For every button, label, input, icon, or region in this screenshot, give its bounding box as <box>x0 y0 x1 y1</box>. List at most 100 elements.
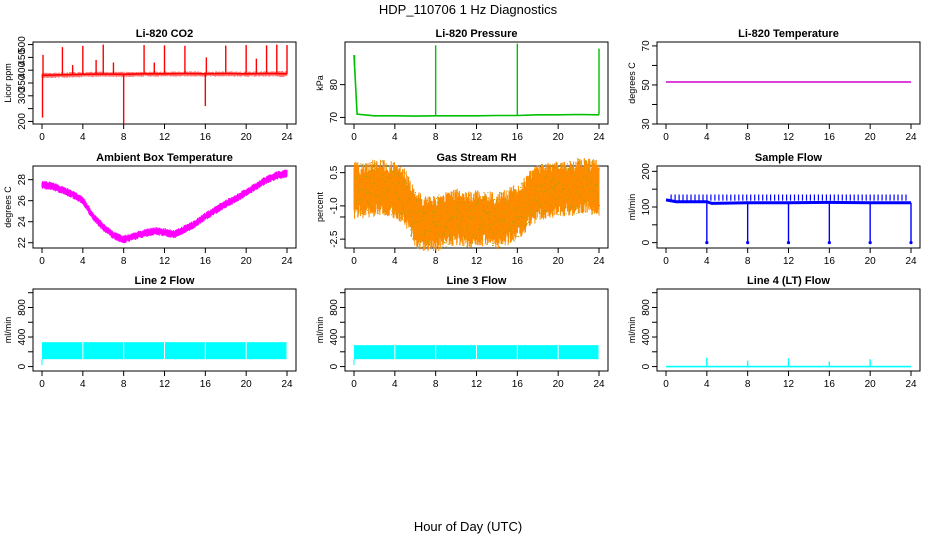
x-tick-label: 24 <box>593 379 605 390</box>
chart-panel-9: Line 4 (LT) Flow 0 4 8 12 16 20 24 0 400 800 ml/min <box>627 275 921 390</box>
spike-point <box>909 241 913 245</box>
panel-title: Line 2 Flow <box>135 275 195 287</box>
spike-point <box>705 241 709 245</box>
x-tick-label: 20 <box>553 132 565 143</box>
x-tick-label: 12 <box>783 379 795 390</box>
panel-title: Li-820 Temperature <box>738 28 839 40</box>
x-tick-label: 0 <box>351 379 357 390</box>
x-tick-label: 8 <box>433 132 439 143</box>
y-tick-label: 80 <box>329 79 340 91</box>
y-tick-label: 50 <box>641 79 652 91</box>
x-tick-label: 8 <box>745 379 751 390</box>
y-axis-label: degrees C <box>627 62 637 104</box>
y-axis-label: ml/min <box>627 194 637 221</box>
x-tick-label: 24 <box>281 256 293 267</box>
x-tick-label: 0 <box>39 379 45 390</box>
y-tick-label: 500 <box>17 36 28 53</box>
spike-point <box>786 241 791 245</box>
x-tick-label: 4 <box>80 379 86 390</box>
x-tick-label: 0 <box>39 256 45 267</box>
y-tick-label: 30 <box>641 118 652 130</box>
x-tick-label: 16 <box>200 132 212 143</box>
chart-panel-7: Line 2 Flow 0 4 8 12 16 20 24 0 400 800 ml/min <box>3 275 297 390</box>
series-noise-band <box>353 157 600 252</box>
series-noise-points <box>354 159 600 250</box>
x-tick-label: 20 <box>553 379 565 390</box>
series-upper-ticks <box>670 194 907 201</box>
x-tick-label: 4 <box>704 256 710 267</box>
panel-frame <box>32 165 297 249</box>
series-line-1 <box>665 198 911 205</box>
x-tick-label: 20 <box>865 132 877 143</box>
x-tick-label: 24 <box>905 256 917 267</box>
x-tick-label: 16 <box>512 379 524 390</box>
x-tick-label: 24 <box>281 132 293 143</box>
panel-title: Li-820 CO2 <box>136 28 193 40</box>
y-tick-label: 400 <box>17 328 28 345</box>
y-tick-label: 0 <box>17 363 28 369</box>
x-tick-label: 4 <box>704 379 710 390</box>
x-tick-label: 0 <box>663 379 669 390</box>
panel-title: Ambient Box Temperature <box>96 152 233 164</box>
chart-panel-3: Li-820 Temperature 0 4 8 12 16 20 24 30 50 70 degre… <box>627 28 921 143</box>
x-tick-label: 4 <box>80 256 86 267</box>
y-axis-label: ml/min <box>3 317 13 344</box>
x-tick-label: 8 <box>745 256 751 267</box>
chart-panel-2: Li-820 Pressure 0 4 8 12 16 20 24 70 80 kPa <box>315 28 609 143</box>
y-tick-label: 800 <box>329 299 340 316</box>
y-tick-label: 28 <box>17 174 28 186</box>
x-tick-label: 12 <box>471 256 483 267</box>
x-tick-label: 0 <box>39 132 45 143</box>
x-tick-label: 24 <box>593 132 605 143</box>
x-tick-label: 12 <box>159 256 171 267</box>
y-tick-label: 0 <box>329 363 340 369</box>
x-tick-label: 16 <box>824 256 836 267</box>
x-tick-label: 8 <box>121 132 127 143</box>
x-tick-label: 12 <box>471 379 483 390</box>
chart-panel-8: Line 3 Flow 0 4 8 12 16 20 24 0 400 800 ml/min <box>315 275 609 390</box>
figure-xlabel: Hour of Day (UTC) <box>414 519 522 534</box>
x-tick-label: 8 <box>745 132 751 143</box>
y-tick-label: 0 <box>641 239 652 245</box>
series-noise-band <box>41 169 288 244</box>
y-tick-label: 450 <box>17 49 28 66</box>
y-tick-label: 400 <box>329 328 340 345</box>
x-tick-label: 20 <box>553 256 565 267</box>
x-tick-label: 12 <box>159 379 171 390</box>
x-tick-label: 24 <box>593 256 605 267</box>
x-tick-label: 4 <box>392 379 398 390</box>
x-tick-label: 24 <box>281 379 293 390</box>
x-tick-label: 20 <box>865 256 877 267</box>
y-axis-label: Licor ppm <box>3 63 13 103</box>
spike-point <box>868 241 872 245</box>
y-axis-label: ml/min <box>627 317 637 344</box>
x-tick-label: 8 <box>433 379 439 390</box>
x-tick-label: 8 <box>121 379 127 390</box>
y-tick-label: 22 <box>17 237 28 249</box>
y-tick-label: 400 <box>641 328 652 345</box>
y-tick-label: 26 <box>17 195 28 207</box>
chart-panel-4: Ambient Box Temperature 0 4 8 12 16 20 24 22 24 26… <box>3 152 297 267</box>
x-tick-label: 16 <box>512 256 524 267</box>
y-tick-label: 800 <box>641 299 652 316</box>
y-tick-label: 0.5 <box>329 165 340 179</box>
y-axis-label: kPa <box>315 75 325 91</box>
panel-frame <box>656 41 921 125</box>
spike-point <box>746 241 750 245</box>
x-tick-label: 4 <box>704 132 710 143</box>
y-tick-label: 800 <box>17 299 28 316</box>
x-tick-label: 16 <box>512 132 524 143</box>
y-tick-label: 0 <box>641 363 652 369</box>
x-tick-label: 4 <box>392 256 398 267</box>
y-tick-label: 70 <box>641 40 652 52</box>
y-tick-label: 200 <box>17 113 28 130</box>
series-line-1 <box>353 55 600 117</box>
x-tick-label: 8 <box>433 256 439 267</box>
panel-title: Gas Stream RH <box>436 152 516 164</box>
y-axis-label: ml/min <box>315 317 325 344</box>
panel-title: Sample Flow <box>755 152 823 164</box>
x-tick-label: 12 <box>783 132 795 143</box>
